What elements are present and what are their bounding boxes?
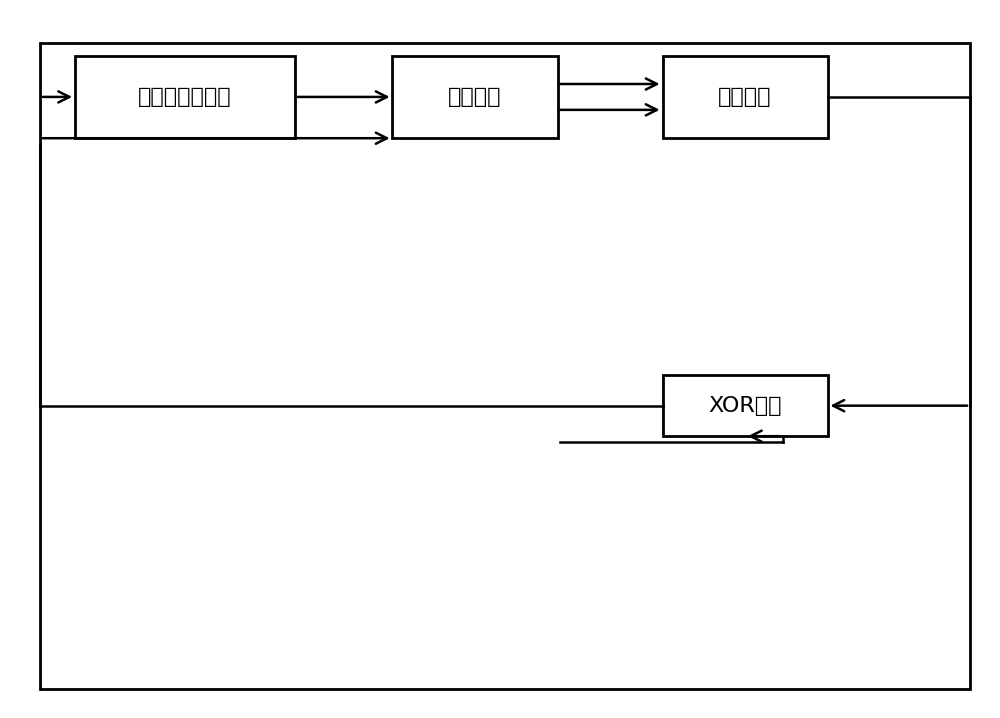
Text: 补码运算: 补码运算: [448, 87, 502, 107]
Text: 所选行的列信号: 所选行的列信号: [138, 87, 232, 107]
Text: XOR计算: XOR计算: [708, 396, 782, 416]
Bar: [392, 56, 558, 138]
Bar: [75, 56, 295, 138]
Bar: [662, 56, 828, 138]
Bar: [662, 375, 828, 436]
Text: 与门运算: 与门运算: [718, 87, 772, 107]
